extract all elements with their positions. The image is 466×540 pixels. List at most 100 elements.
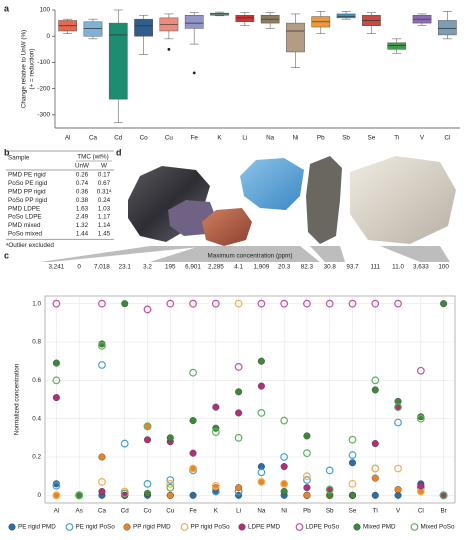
table-cell: 1.32 [76,222,89,229]
y-tick-label: 0 [37,492,41,499]
point [303,299,311,308]
point [98,361,106,369]
x-tick-label: V [420,135,425,142]
top-label: 7,018 [94,264,110,271]
table-cell: 1.03 [98,205,111,212]
table-cell: 0.17 [98,172,111,179]
x-tick-label: V [396,508,401,515]
point [371,491,379,499]
panel-label: a [4,3,10,13]
legend-label: LDPE PMD [248,524,281,531]
point [52,359,60,367]
point [211,299,220,308]
legend-marker [353,523,361,531]
point [257,468,266,477]
connector-wedges [40,246,450,262]
point [52,394,60,402]
point [235,388,243,396]
x-tick-label: Sb [342,135,350,142]
point [189,299,197,308]
x-tick-label: Fe [189,508,197,515]
point [166,479,175,488]
y-axis-label: Change relative to UnW (%) [21,30,28,108]
plot-frame [44,295,456,504]
top-label: 11.0 [392,264,404,271]
point [257,382,265,390]
table-cell: 0.38 [76,197,89,204]
point [417,482,425,490]
table-cell: 0.74 [76,180,89,187]
point [52,481,61,490]
photo-pe-brown [202,208,252,246]
x-tick-label: Co [140,135,149,142]
point [98,478,106,486]
legend-label: PP rigid PMD [133,524,171,531]
table-cell: PoSo PE rigid [8,180,48,187]
legend-label: Mixed PMD [363,524,396,531]
box [336,13,356,19]
top-label: 0 [77,264,81,271]
table-cell: 1.63 [76,205,89,212]
x-tick-label: Na [257,508,266,515]
point [440,300,448,308]
legend-label: PE rigid PMD [18,524,56,531]
point [212,403,220,411]
table-cell: 0.26 [76,172,89,179]
top-label: 1,909 [254,264,270,271]
point [121,300,129,308]
y-axis-label: Normalized concentration [14,363,21,435]
point [52,299,61,308]
point [349,491,357,499]
x-tick-label: Ca [98,508,107,515]
point [326,491,334,499]
top-label: 3,633 [413,264,429,271]
point [211,428,220,436]
photo-mixed-strip [306,156,342,244]
top-label: 20.3 [278,264,291,271]
x-tick-label: Se [368,135,376,142]
point [257,409,266,417]
x-tick-label: Ni [281,508,287,515]
legend-marker [295,523,304,531]
box [184,14,204,29]
point [166,476,175,484]
point [234,433,243,442]
x-tick-label: K [217,135,222,142]
point [303,472,311,481]
point [189,368,197,377]
y-tick-label: 1.0 [32,300,41,307]
panel-label: d [116,147,122,157]
point [303,476,311,484]
point [257,357,265,365]
legend-label: Mixed PoSo [421,524,455,531]
point [120,439,129,448]
table-cell: PoSo PP rigid [8,197,48,204]
point [371,440,379,448]
table-cell: 1.45 [98,230,111,237]
table-cell: PMD PE rigid [8,172,46,179]
table-footnote: ᵃOutlier excluded [6,242,54,249]
legend-label: LDPE PoSo [306,524,340,531]
x-tick-label: Br [440,508,446,515]
point [189,464,197,473]
x-tick-label: Li [242,135,247,142]
point [143,305,152,314]
box [387,42,407,50]
x-tick-label: Cd [121,508,130,515]
table-cell: 1.14 [98,222,111,229]
table-cell: 1.17 [98,214,111,221]
legend-label: PP rigid PoSo [191,524,231,531]
top-label: 30.8 [324,264,337,271]
table-cell: 0.24 [98,197,111,204]
table-cell: PMD PP rigid [8,188,46,195]
table-cell: PMD mixed [8,222,41,229]
top-label: 195 [165,264,176,271]
box [286,22,305,53]
point [166,434,174,442]
point [280,479,289,488]
top-label: 93.7 [346,264,359,271]
box [437,20,457,36]
point [303,432,311,440]
top-label: 6,901 [185,264,201,271]
legend-marker [8,523,16,531]
